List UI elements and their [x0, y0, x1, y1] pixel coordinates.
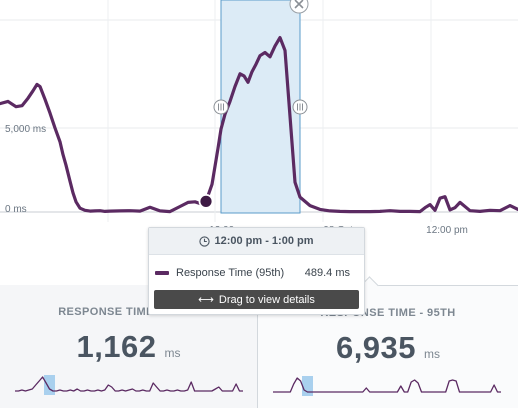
sparkline-95th	[273, 376, 501, 396]
tooltip-series-row: Response Time (95th) 489.4 ms	[149, 259, 364, 287]
y-tick-label: 0 ms	[5, 204, 27, 215]
sparkline-mean	[15, 375, 243, 395]
tooltip-time-range: 12:00 pm - 1:00 pm	[214, 235, 314, 247]
chart-tooltip: 12:00 pm - 1:00 pm Response Time (95th) …	[148, 227, 365, 315]
tooltip-series-value: 489.4 ms	[304, 267, 350, 279]
tile-value: 1,162 ms	[0, 329, 257, 365]
clock-icon	[199, 235, 211, 247]
y-tick-label: 5,000 ms	[5, 124, 46, 135]
sparkline-selection-band	[302, 376, 313, 396]
series-legend-swatch	[155, 271, 169, 275]
tooltip-series-name: Response Time (95th)	[176, 267, 285, 279]
selection-handle-left[interactable]	[213, 99, 229, 115]
tile-value-number: 6,935	[335, 330, 417, 365]
tile-value-unit: ms	[164, 346, 181, 360]
drag-to-view-details-button[interactable]: ⟷ Drag to view details	[154, 290, 359, 309]
close-selection-icon[interactable]	[289, 0, 309, 14]
selection-handle-right[interactable]	[292, 99, 308, 115]
tooltip-header: 12:00 pm - 1:00 pm	[149, 228, 364, 255]
series-line-response-time-95th	[0, 36, 518, 214]
tile-value-number: 1,162	[76, 329, 157, 364]
sparkline-selection-band	[44, 375, 55, 395]
drag-label: Drag to view details	[218, 293, 315, 306]
hover-point-marker	[198, 193, 214, 209]
tile-value-unit: ms	[424, 347, 441, 361]
horizontal-arrows-icon: ⟷	[198, 294, 214, 306]
tile-value: 6,935 ms	[258, 330, 518, 366]
x-tick-label: 12:00 pm	[426, 225, 468, 236]
